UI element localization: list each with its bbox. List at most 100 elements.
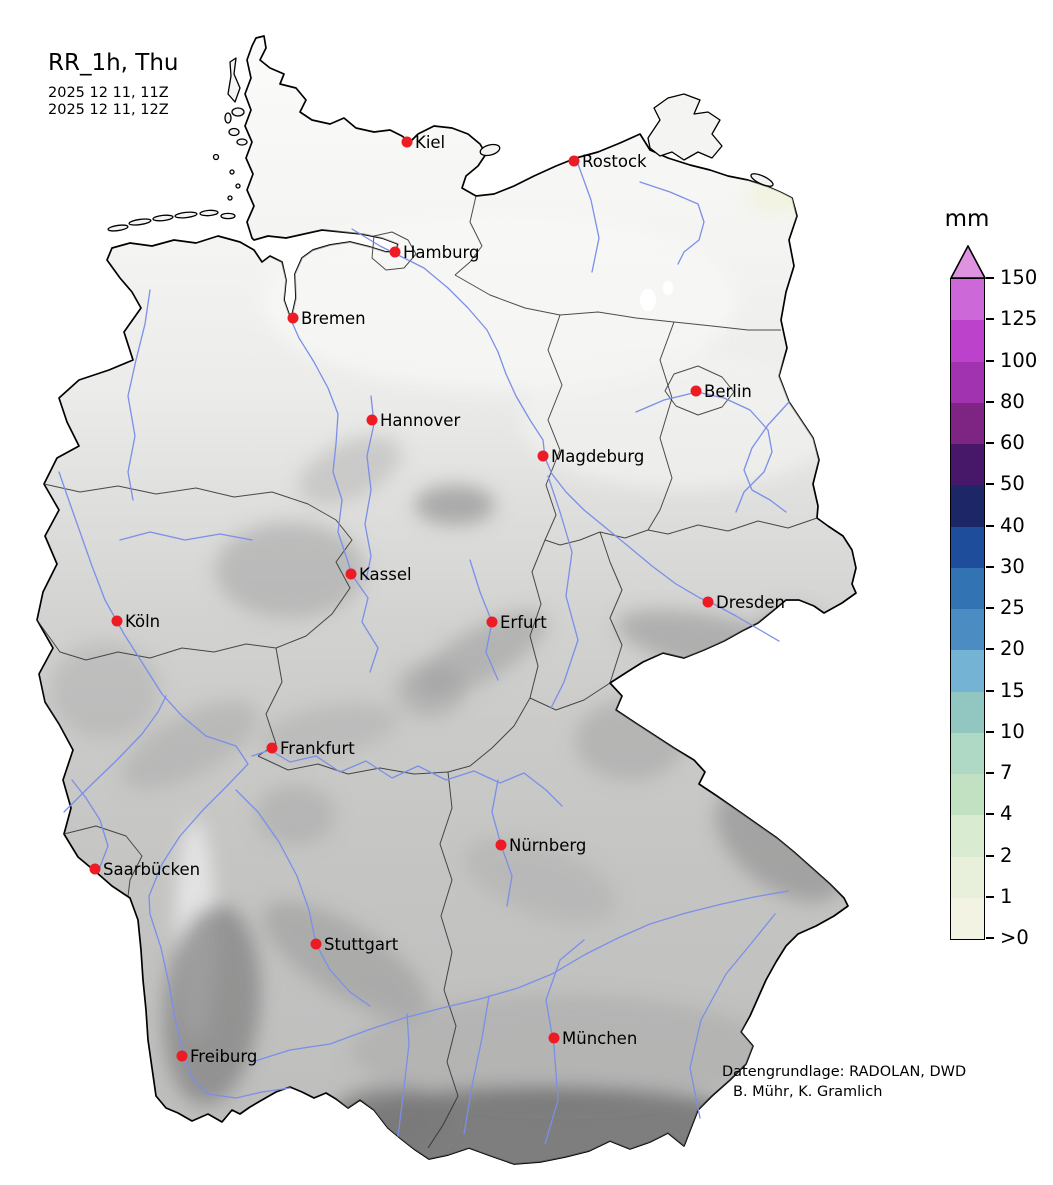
city-marker-münchen: München xyxy=(548,1029,637,1048)
city-marker-kassel: Kassel xyxy=(345,565,412,584)
city-dot xyxy=(702,596,714,608)
title-block: RR_1h, Thu 2025 12 11, 11Z 2025 12 11, 1… xyxy=(48,50,179,119)
city-dot xyxy=(548,1032,560,1044)
island-foehr xyxy=(231,107,245,117)
island-fehmarn xyxy=(479,143,501,157)
city-label: Magdeburg xyxy=(551,447,644,466)
city-label: Frankfurt xyxy=(280,739,355,758)
river-warnow xyxy=(577,163,600,273)
river-neckar xyxy=(235,789,371,1007)
river-oder xyxy=(743,401,790,513)
colorbar-segment xyxy=(951,567,984,609)
city-label: Stuttgart xyxy=(324,935,399,954)
colorbar-segment xyxy=(951,402,984,444)
river-mosel xyxy=(63,695,167,813)
east-frisian-island xyxy=(152,214,174,222)
city-dot xyxy=(486,616,498,628)
east-frisian-island xyxy=(199,209,219,217)
page-title: RR_1h, Thu xyxy=(48,50,179,76)
city-dot xyxy=(537,450,549,462)
island-usedom xyxy=(750,173,774,187)
colorbar-segment xyxy=(951,650,984,692)
river-iller xyxy=(397,1013,410,1137)
city-marker-frankfurt: Frankfurt xyxy=(266,739,355,758)
river-rhine xyxy=(58,471,291,1099)
city-label: Bremen xyxy=(301,309,366,328)
colorbar-segments xyxy=(950,278,985,940)
city-dot xyxy=(111,615,123,627)
river-ems xyxy=(127,289,151,501)
city-label: Köln xyxy=(125,612,160,631)
city-dot xyxy=(690,385,702,397)
city-marker-freiburg: Freiburg xyxy=(176,1047,257,1066)
city-label: Kassel xyxy=(359,565,412,584)
city-marker-nürnberg: Nürnberg xyxy=(495,836,586,855)
city-dot xyxy=(495,839,507,851)
colorbar-unit-label: mm xyxy=(944,206,990,232)
river-weser xyxy=(290,319,353,576)
islands-layer xyxy=(107,57,774,232)
colorbar-segment xyxy=(951,320,984,362)
city-marker-berlin: Berlin xyxy=(690,382,752,401)
colorbar-segment xyxy=(951,897,984,939)
city-label: Rostock xyxy=(582,152,647,171)
colorbar-arrow xyxy=(950,245,987,279)
city-dot xyxy=(176,1050,188,1062)
colorbar-segment xyxy=(951,691,984,733)
city-dot xyxy=(287,312,299,324)
east-frisian-island xyxy=(107,224,129,232)
city-label: München xyxy=(562,1029,637,1048)
city-marker-kiel: Kiel xyxy=(401,133,445,152)
island-ruegen xyxy=(647,93,723,161)
city-marker-hannover: Hannover xyxy=(366,411,460,430)
city-label: Hamburg xyxy=(403,243,480,262)
east-frisian-island xyxy=(174,211,198,219)
city-marker-magdeburg: Magdeburg xyxy=(537,447,644,466)
city-label: Erfurt xyxy=(500,613,547,632)
island-nordstrand xyxy=(236,138,248,146)
river-peene xyxy=(639,181,705,265)
time-end: 2025 12 11, 12Z xyxy=(48,102,169,118)
colorbar-segment xyxy=(951,485,984,527)
colorbar-segment xyxy=(951,774,984,816)
city-label: Hannover xyxy=(380,411,460,430)
city-dot xyxy=(401,136,413,148)
city-dot xyxy=(89,863,101,875)
river-inn xyxy=(689,913,776,1119)
east-frisian-island xyxy=(220,212,236,220)
river-lech xyxy=(463,995,490,1135)
time-start: 2025 12 11, 11Z xyxy=(48,85,169,101)
river-fulda-werra xyxy=(351,574,379,673)
island-pellworm xyxy=(228,127,240,137)
colorbar-segment xyxy=(951,444,984,486)
island-amrum xyxy=(224,112,232,124)
city-dot xyxy=(266,742,278,754)
colorbar-segment xyxy=(951,856,984,898)
city-label: Freiburg xyxy=(190,1047,257,1066)
river-ruhr xyxy=(119,531,253,541)
city-label: Dresden xyxy=(716,593,785,612)
city-marker-rostock: Rostock xyxy=(568,152,647,171)
colorbar-segment xyxy=(951,279,984,321)
colorbar-segment xyxy=(951,815,984,857)
river-havel-spree xyxy=(635,391,773,513)
city-marker-bremen: Bremen xyxy=(287,309,366,328)
colorbar-segment xyxy=(951,361,984,403)
city-marker-hamburg: Hamburg xyxy=(389,243,480,262)
cities-layer: Kiel Rostock Hamburg Bremen Berlin Hannover Ma… xyxy=(89,133,785,1066)
river-saale xyxy=(547,475,579,709)
city-marker-köln: Köln xyxy=(111,612,160,631)
city-marker-stuttgart: Stuttgart xyxy=(310,935,399,954)
river-main xyxy=(251,749,563,807)
state-borders-layer xyxy=(36,195,818,1149)
city-marker-dresden: Dresden xyxy=(702,593,785,612)
city-label: Kiel xyxy=(415,133,445,152)
river-danube xyxy=(251,890,789,1063)
city-marker-saarbücken: Saarbücken xyxy=(89,860,200,879)
island-helgoland xyxy=(212,153,220,161)
colorbar-segment xyxy=(951,609,984,651)
city-label: Berlin xyxy=(704,382,752,401)
city-dot xyxy=(389,246,401,258)
